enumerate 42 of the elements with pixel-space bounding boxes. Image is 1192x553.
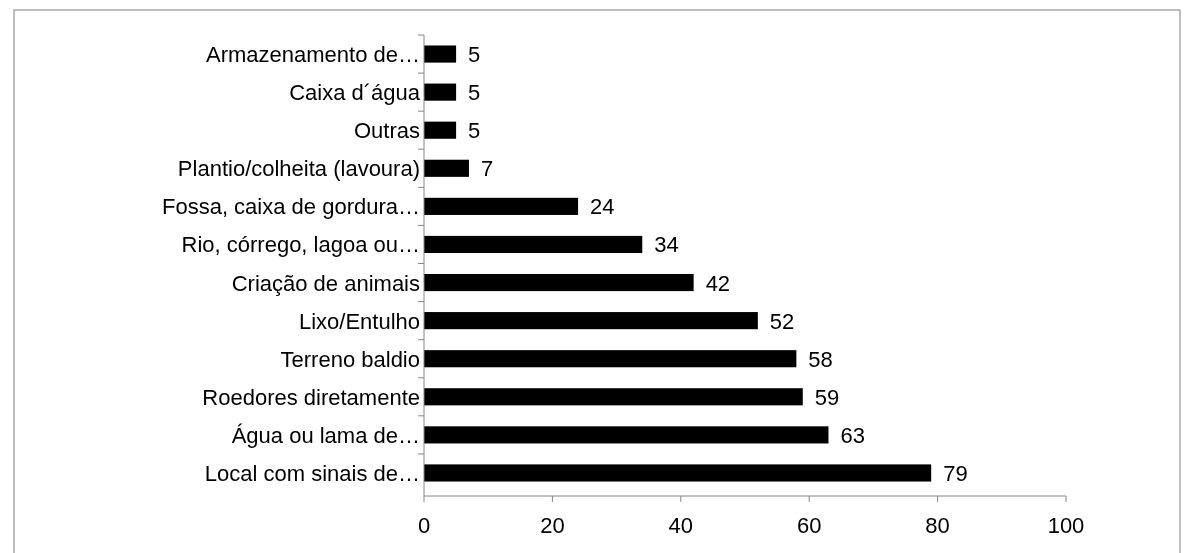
data-label: 24 [590, 194, 615, 220]
x-tick-label: 100 [1047, 513, 1085, 538]
bar [424, 159, 469, 177]
data-label: 5 [468, 80, 481, 106]
bar [424, 312, 758, 330]
data-label: 58 [808, 346, 833, 372]
bar [424, 464, 932, 482]
y-tick-label: Plantio/colheita (lavoura) [177, 156, 420, 182]
data-label: 52 [769, 308, 795, 334]
data-label: 34 [654, 232, 679, 258]
data-label: 79 [943, 460, 968, 486]
y-tick-label: Outras [353, 118, 420, 144]
x-tick-label: 40 [668, 513, 694, 538]
data-label: 42 [705, 270, 731, 296]
y-tick-label: Fossa, caixa de gordura… [161, 194, 420, 220]
data-label: 7 [480, 156, 494, 182]
bar [424, 121, 457, 139]
bar [424, 350, 797, 368]
x-tick-label: 0 [417, 513, 431, 538]
y-tick-label: Terreno baldio [280, 346, 420, 372]
y-tick-label: Local com sinais de… [204, 460, 420, 486]
y-tick-label: Criação de animais [231, 270, 420, 296]
x-tick-label: 20 [540, 513, 565, 538]
data-label: 59 [814, 384, 840, 410]
y-tick-label: Rio, córrego, lagoa ou… [181, 232, 420, 258]
y-tick-label: Roedores diretamente [202, 384, 420, 410]
data-label: 5 [468, 118, 481, 144]
x-tick-label: 60 [796, 513, 822, 538]
y-tick-label: Lixo/Entulho [298, 308, 420, 334]
y-tick-label: Armazenamento de… [206, 42, 420, 68]
x-tick-label: 80 [925, 513, 950, 538]
data-label: 5 [468, 42, 481, 68]
bar [424, 83, 457, 101]
bar [424, 235, 643, 254]
y-tick-label: Caixa d´água [289, 80, 421, 106]
bar [424, 45, 457, 63]
y-tick-label: Água ou lama de… [231, 422, 420, 448]
bar [424, 197, 579, 215]
bar [424, 273, 694, 292]
bar [424, 426, 829, 444]
bar [424, 388, 803, 406]
data-label: 63 [840, 422, 865, 448]
